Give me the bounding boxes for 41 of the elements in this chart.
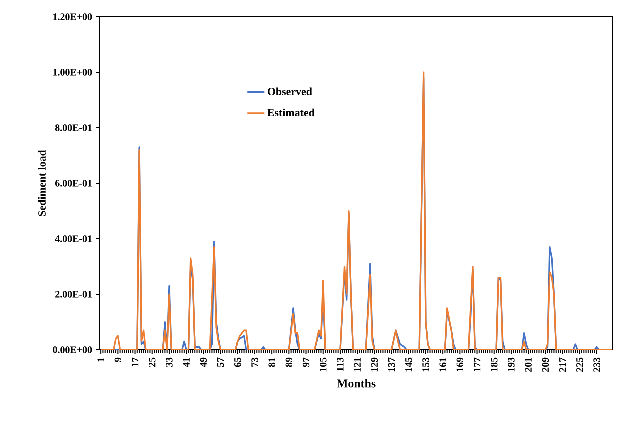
x-tick-label: 169 bbox=[456, 358, 464, 372]
y-tick-label: 1.00E+00 bbox=[54, 69, 92, 76]
legend-label: Estimated bbox=[268, 108, 315, 117]
x-tick-label: 137 bbox=[388, 358, 396, 372]
x-tick-label: 185 bbox=[491, 358, 498, 372]
x-tick-label: 177 bbox=[474, 358, 481, 372]
x-tick-label: 9 bbox=[114, 358, 122, 362]
y-axis-title: Sediment load bbox=[38, 150, 46, 216]
x-tick-label: 25 bbox=[149, 358, 156, 368]
y-tick-label: 8.00E-01 bbox=[55, 124, 92, 132]
x-tick-label: 49 bbox=[200, 358, 208, 368]
x-tick-label: 105 bbox=[320, 358, 327, 372]
x-tick-label: 145 bbox=[406, 358, 412, 372]
y-tick-label: 6.00E-01 bbox=[55, 180, 92, 187]
x-tick-label: 1 bbox=[98, 358, 104, 362]
x-tick-label: 33 bbox=[166, 358, 173, 368]
x-tick-label: 201 bbox=[525, 358, 532, 372]
x-tick-label: 153 bbox=[422, 358, 430, 372]
y-tick-label: 0.00E+00 bbox=[53, 346, 92, 354]
y-tick-label: 1.20E+00 bbox=[54, 14, 92, 20]
x-tick-label: 209 bbox=[542, 358, 550, 372]
x-tick-label: 81 bbox=[268, 358, 276, 368]
x-tick-label: 225 bbox=[576, 358, 584, 372]
x-tick-label: 73 bbox=[252, 358, 258, 367]
x-tick-label: 161 bbox=[440, 358, 446, 372]
x-tick-label: 233 bbox=[594, 358, 600, 372]
x-tick-label: 17 bbox=[132, 358, 139, 367]
x-tick-label: 89 bbox=[286, 358, 293, 368]
x-tick-label: 97 bbox=[302, 358, 310, 368]
x-tick-label: 65 bbox=[234, 358, 242, 368]
x-tick-label: 193 bbox=[508, 358, 515, 372]
x-tick-label: 41 bbox=[183, 358, 190, 368]
x-tick-label: 217 bbox=[559, 358, 566, 372]
x-tick-label: 113 bbox=[337, 358, 344, 372]
x-tick-label: 129 bbox=[371, 358, 378, 372]
x-tick-label: 57 bbox=[217, 358, 224, 368]
y-tick-label: 4.00E-01 bbox=[55, 236, 92, 242]
x-tick-label: 121 bbox=[354, 358, 361, 372]
legend-label: Observed bbox=[268, 88, 312, 96]
x-axis-title: Months bbox=[337, 379, 376, 388]
y-tick-label: 2.00E-01 bbox=[56, 291, 92, 298]
